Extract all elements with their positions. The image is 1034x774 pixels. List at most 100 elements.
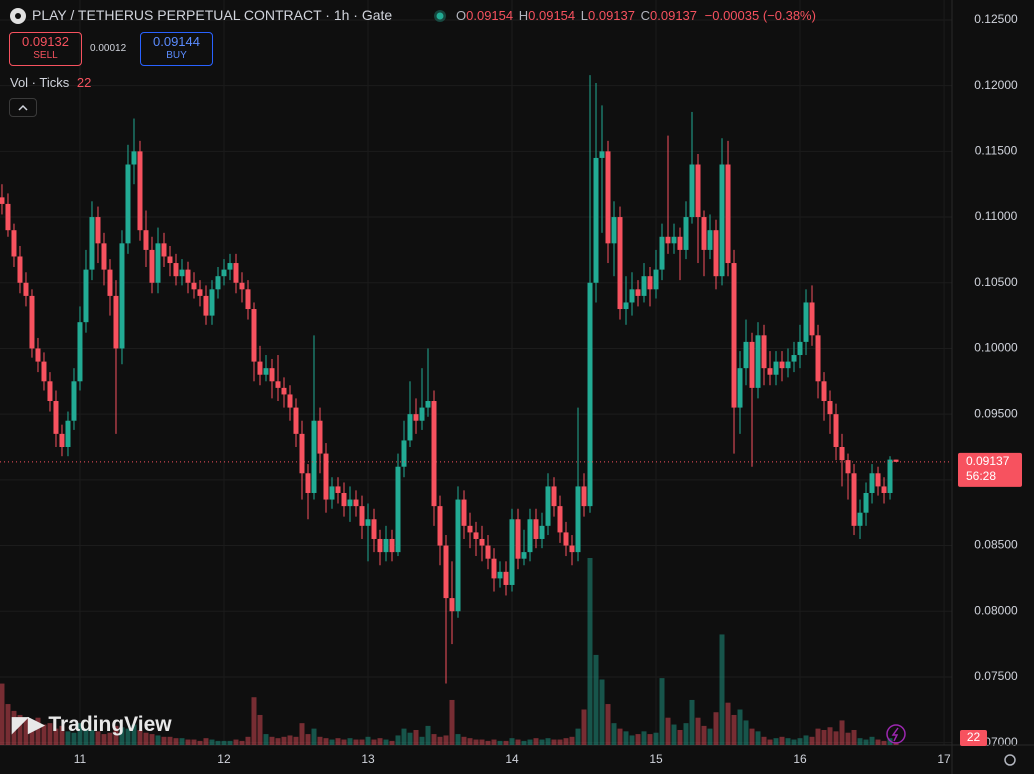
candle-body [137, 151, 143, 231]
volume-bar [413, 729, 419, 745]
volume-bar [59, 725, 65, 745]
candle-body [473, 532, 479, 539]
candle-body [269, 368, 275, 382]
candle-body [821, 381, 827, 402]
candle-body [221, 269, 227, 277]
candle-body [17, 256, 23, 283]
volume-bar [359, 739, 365, 745]
candle-body [443, 545, 449, 599]
volume-bar [299, 723, 305, 745]
candle-body [53, 401, 59, 434]
candle-body [539, 525, 545, 539]
last-price-label: 0.09137 [966, 454, 1010, 468]
volume-bar [119, 727, 125, 745]
volume-bar [347, 738, 353, 745]
candle-body [215, 276, 221, 290]
candle-body [515, 519, 521, 559]
volume-bar [17, 714, 23, 745]
volume-bar [5, 704, 11, 745]
candle-body [767, 368, 773, 375]
h-label: H [518, 8, 529, 23]
volume-bar [173, 738, 179, 745]
change: −0.00035 (−0.38%) [704, 8, 816, 23]
countdown-label: 56:28 [966, 469, 996, 483]
volume-bar [473, 739, 479, 745]
sell-button[interactable]: 0.09132 SELL [9, 32, 82, 66]
h-value: 0.09154 [528, 8, 576, 23]
o-value: 0.09154 [466, 8, 514, 23]
spread: 0.00012 [90, 43, 127, 54]
volume-bar [53, 728, 59, 745]
candle-body [749, 341, 755, 388]
candle-body [593, 157, 599, 283]
candle-body [47, 381, 53, 402]
candle-body [0, 197, 5, 204]
candle-body [815, 335, 821, 382]
candle-body [437, 506, 443, 546]
buy-button[interactable]: 0.09144 BUY [140, 32, 213, 66]
l-label: L [580, 8, 588, 23]
volume-bar [731, 714, 737, 745]
volume-bar [365, 736, 371, 745]
candle-body [419, 407, 425, 421]
candle-body [527, 519, 533, 553]
volume-bar [887, 738, 893, 745]
volume-bar [599, 679, 605, 745]
volume-bar [47, 723, 53, 745]
volume-bar [881, 740, 887, 745]
candle-body [863, 492, 869, 513]
volume-bar [815, 728, 821, 745]
volume-bar [65, 731, 71, 745]
candle-body [239, 282, 245, 290]
candle-body [659, 236, 665, 270]
volume-bar [377, 738, 383, 745]
y-tick-label: 0.08000 [974, 603, 1018, 617]
candle-body [629, 289, 635, 303]
candle-body [461, 499, 467, 526]
o-label: O [456, 8, 467, 23]
candle-body [389, 538, 395, 553]
x-tick-label: 17 [937, 752, 951, 766]
candle-body [773, 361, 779, 375]
indicator-legend[interactable]: Vol · Ticks 22 [10, 75, 91, 90]
candle-body [161, 243, 167, 257]
volume-bar [821, 729, 827, 745]
volume-bar [587, 558, 593, 745]
candle-body [263, 368, 269, 375]
candle-body [833, 414, 839, 447]
candle-body [119, 243, 125, 349]
volume-bar [71, 732, 77, 745]
candle-body [671, 236, 677, 244]
volume-bar [293, 736, 299, 745]
candle-body [35, 348, 41, 362]
candle-body [425, 401, 431, 408]
collapse-button[interactable] [9, 98, 37, 117]
volume-bar [317, 736, 323, 745]
volume-bar [527, 739, 533, 745]
c-value: 0.09137 [650, 8, 698, 23]
symbol-title[interactable]: PLAY / TETHERUS PERPETUAL CONTRACT · 1h … [32, 7, 393, 23]
candle-body [551, 486, 557, 507]
volume-bar [323, 738, 329, 745]
volume-bar [689, 699, 695, 745]
candle-body [143, 230, 149, 250]
volume-bar [647, 734, 653, 745]
y-tick-label: 0.09500 [974, 406, 1018, 420]
candle-body [305, 473, 311, 493]
volume-bar [167, 736, 173, 745]
volume-bar [269, 736, 275, 745]
candle-body [827, 401, 833, 415]
volume-bar [509, 738, 515, 745]
volume-bar [227, 740, 233, 745]
volume-bar [155, 735, 161, 745]
candle-body [173, 263, 179, 277]
x-tick-label: 16 [793, 752, 807, 766]
volume-bar [773, 738, 779, 745]
volume-bar [335, 738, 341, 745]
ohlc-row: O0.09154 H0.09154 L0.09137 C0.09137 −0.0… [456, 8, 816, 23]
watermark: ◤▶ TradingView [12, 712, 172, 737]
candle-layer [0, 75, 899, 684]
volume-bar [233, 739, 239, 745]
volume-bar [101, 734, 107, 745]
volume-bar [737, 709, 743, 745]
